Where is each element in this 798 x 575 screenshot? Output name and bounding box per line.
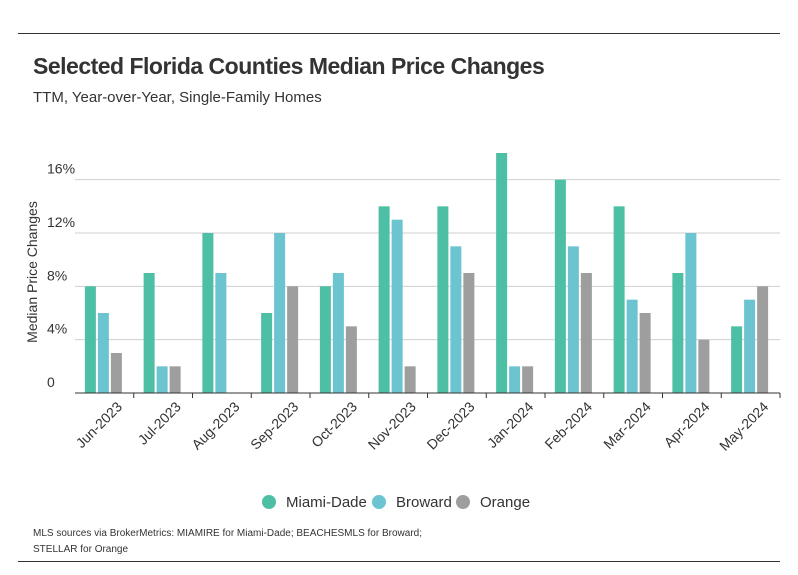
x-tick-label-feb-2024: Feb-2024 xyxy=(541,398,595,452)
x-tick-label-may-2024: May-2024 xyxy=(716,398,771,453)
legend-label-orange: Orange xyxy=(480,493,531,511)
chart-subtitle: TTM, Year-over-Year, Single-Family Homes xyxy=(33,89,322,106)
x-tick-label-mar-2024: Mar-2024 xyxy=(600,398,654,452)
bar-miami-dade-may-2024[interactable] xyxy=(731,326,743,393)
bar-broward-apr-2024[interactable] xyxy=(685,233,697,393)
bar-orange-dec-2023[interactable] xyxy=(463,273,475,393)
bar-miami-dade-nov-2023[interactable] xyxy=(378,206,390,393)
bar-broward-dec-2023[interactable] xyxy=(450,246,462,393)
bar-broward-jun-2023[interactable] xyxy=(97,313,109,393)
footnote-line-1: MLS sources via BrokerMetrics: MIAMIRE f… xyxy=(33,528,422,539)
bar-orange-jul-2023[interactable] xyxy=(169,366,181,393)
x-tick-label-jan-2024: Jan-2024 xyxy=(484,398,537,451)
legend-item-broward[interactable]: Broward xyxy=(372,490,452,514)
x-tick-label-apr-2024: Apr-2024 xyxy=(661,398,713,450)
bar-orange-nov-2023[interactable] xyxy=(404,366,416,393)
x-tick-label-dec-2023: Dec-2023 xyxy=(423,398,477,452)
bottom-rule xyxy=(18,561,780,562)
bar-miami-dade-jul-2023[interactable] xyxy=(143,273,155,393)
x-tick-label-nov-2023: Nov-2023 xyxy=(365,398,419,452)
y-axis-title: Median Price Changes xyxy=(24,201,40,343)
bar-orange-jan-2024[interactable] xyxy=(522,366,534,393)
bar-miami-dade-jan-2024[interactable] xyxy=(496,153,508,393)
x-tick-label-aug-2023: Aug-2023 xyxy=(188,398,242,452)
bar-broward-jul-2023[interactable] xyxy=(156,366,168,393)
bar-orange-oct-2023[interactable] xyxy=(345,326,357,393)
bar-miami-dade-dec-2023[interactable] xyxy=(437,206,449,393)
legend-swatch-orange xyxy=(456,495,470,509)
bar-orange-jun-2023[interactable] xyxy=(110,353,122,393)
bar-miami-dade-apr-2024[interactable] xyxy=(672,273,684,393)
top-rule xyxy=(18,33,780,34)
bar-miami-dade-mar-2024[interactable] xyxy=(613,206,625,393)
bar-miami-dade-aug-2023[interactable] xyxy=(202,233,214,393)
x-tick-label-jul-2023: Jul-2023 xyxy=(135,398,184,447)
legend: Miami-Dade Broward Orange xyxy=(0,490,798,514)
x-tick-label-sep-2023: Sep-2023 xyxy=(247,398,301,452)
bar-miami-dade-feb-2024[interactable] xyxy=(554,179,566,393)
bar-orange-apr-2024[interactable] xyxy=(698,339,710,393)
bar-broward-feb-2024[interactable] xyxy=(567,246,579,393)
gridlines xyxy=(75,179,780,341)
bar-broward-jan-2024[interactable] xyxy=(509,366,521,393)
footnote-line-2: STELLAR for Orange xyxy=(33,544,129,555)
bar-broward-mar-2024[interactable] xyxy=(626,299,638,393)
y-tick-label-12-: 12% xyxy=(47,214,75,230)
y-tick-label-0: 0 xyxy=(47,374,55,390)
bar-orange-may-2024[interactable] xyxy=(757,286,769,393)
bar-broward-sep-2023[interactable] xyxy=(274,233,286,393)
bar-miami-dade-sep-2023[interactable] xyxy=(261,313,273,393)
x-tick-label-jun-2023: Jun-2023 xyxy=(73,398,126,451)
legend-item-orange[interactable]: Orange xyxy=(456,490,530,514)
bar-broward-aug-2023[interactable] xyxy=(215,273,227,393)
bar-orange-sep-2023[interactable] xyxy=(287,286,299,393)
legend-swatch-miami-dade xyxy=(262,495,276,509)
y-tick-label-4-: 4% xyxy=(47,321,67,337)
axes: 0 4% 8% 12% 16% Jun-2023 Jul-2023 Aug-2023 Sep-2… xyxy=(47,161,781,454)
legend-item-miami-dade[interactable]: Miami-Dade xyxy=(262,490,367,514)
bar-orange-feb-2024[interactable] xyxy=(580,273,592,393)
bar-orange-mar-2024[interactable] xyxy=(639,313,651,393)
bar-miami-dade-oct-2023[interactable] xyxy=(319,286,331,393)
bar-chart: 0 4% 8% 12% 16% Jun-2023 Jul-2023 Aug-2023 Sep-2… xyxy=(24,153,781,454)
bar-broward-nov-2023[interactable] xyxy=(391,219,403,393)
bar-miami-dade-jun-2023[interactable] xyxy=(84,286,96,393)
legend-label-broward: Broward xyxy=(396,493,452,511)
bar-broward-may-2024[interactable] xyxy=(744,299,756,393)
chart-title: Selected Florida Counties Median Price C… xyxy=(33,53,545,79)
x-tick-label-oct-2023: Oct-2023 xyxy=(308,398,360,450)
legend-swatch-broward xyxy=(372,495,386,509)
bars xyxy=(84,153,769,393)
y-tick-label-8-: 8% xyxy=(47,267,67,283)
y-tick-label-16-: 16% xyxy=(47,161,75,177)
bar-broward-oct-2023[interactable] xyxy=(332,273,344,393)
legend-label-miami-dade: Miami-Dade xyxy=(286,493,367,511)
